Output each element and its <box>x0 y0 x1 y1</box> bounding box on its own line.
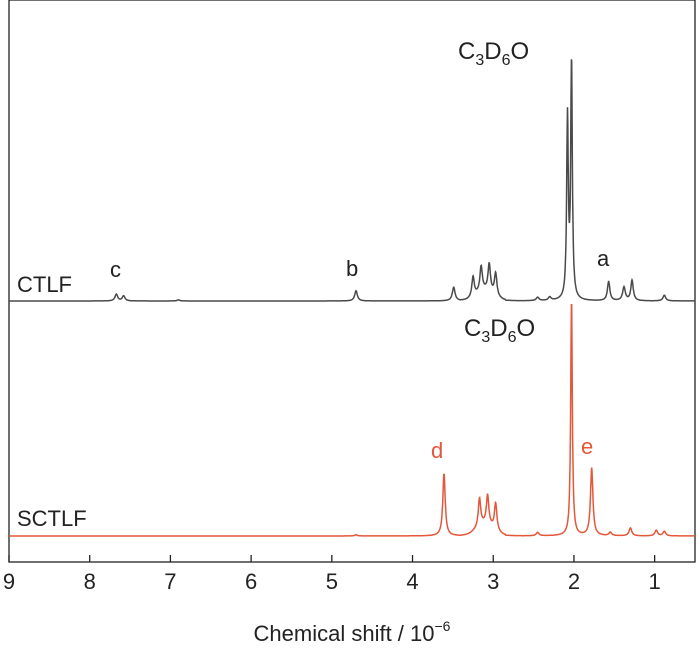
peak-label-b: b <box>346 256 358 281</box>
x-axis: 9 8 7 6 5 4 3 2 1 <box>3 555 661 594</box>
x-tick-label: 4 <box>406 569 418 594</box>
spectrum-line-sctlf <box>9 303 695 537</box>
solvent-label-ctlf: C3D6O <box>458 38 529 69</box>
peak-label-e: e <box>581 434 593 459</box>
x-tick-label: 5 <box>326 569 338 594</box>
x-tick-label: 1 <box>649 569 661 594</box>
solvent-label-sctlf: C3D6O <box>464 315 535 346</box>
x-tick-label: 3 <box>487 569 499 594</box>
peak-label-d: d <box>431 438 443 463</box>
x-tick-label: 9 <box>3 569 15 594</box>
series-label-ctlf: CTLF <box>17 272 72 297</box>
x-tick-label: 7 <box>164 569 176 594</box>
series-label-sctlf: SCTLF <box>17 506 87 531</box>
x-tick-label: 6 <box>245 569 257 594</box>
spectrum-line-ctlf <box>9 59 695 302</box>
peak-label-c: c <box>110 257 121 282</box>
plot-frame <box>8 0 696 563</box>
x-axis-title: Chemical shift / 10−6 <box>254 618 451 646</box>
x-tick-label: 8 <box>84 569 96 594</box>
peak-label-a: a <box>597 246 610 271</box>
x-tick-label: 2 <box>568 569 580 594</box>
